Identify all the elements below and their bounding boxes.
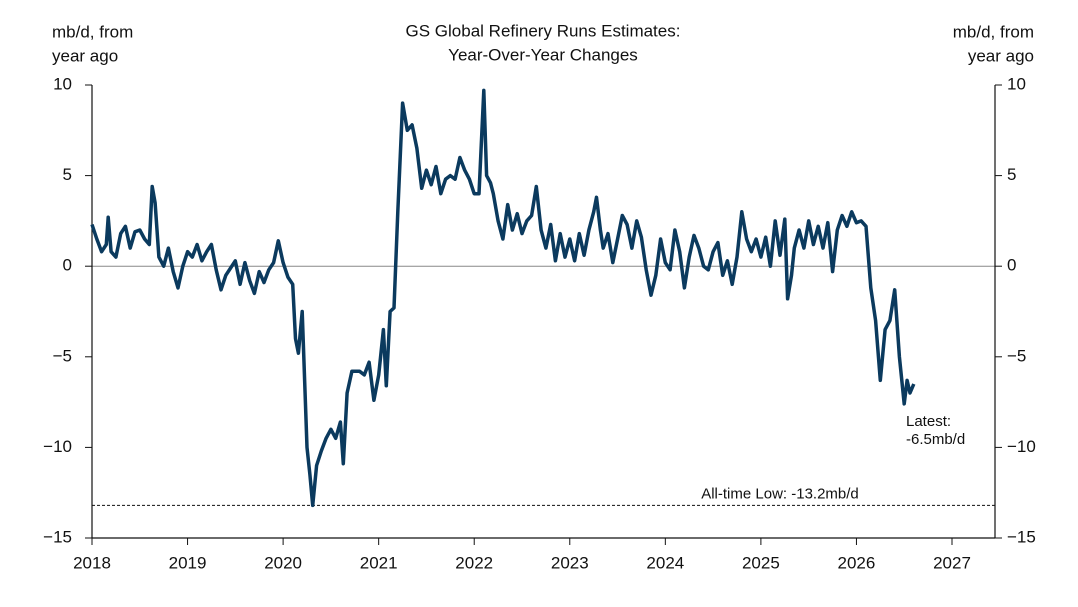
- y2-axis-label: mb/d, from: [953, 22, 1034, 41]
- y-axis-label: year ago: [52, 46, 118, 65]
- x-tick-label: 2022: [455, 553, 493, 572]
- x-tick-label: 2025: [742, 553, 780, 572]
- y2-tick-label: −15: [1007, 527, 1036, 546]
- x-tick-label: 2018: [73, 553, 111, 572]
- chart-title: Year-Over-Year Changes: [448, 45, 638, 64]
- y2-tick-label: 10: [1007, 74, 1026, 93]
- y-tick-label: −5: [53, 346, 72, 365]
- latest-annotation: Latest:: [906, 413, 951, 430]
- y-axis-label: mb/d, from: [52, 22, 133, 41]
- y2-axis-label: year ago: [968, 46, 1034, 65]
- x-tick-label: 2026: [838, 553, 876, 572]
- reference-label: All-time Low: -13.2mb/d: [701, 485, 859, 502]
- y-tick-label: 5: [63, 165, 72, 184]
- y2-tick-label: 5: [1007, 165, 1016, 184]
- y-tick-label: −10: [43, 437, 72, 456]
- x-tick-label: 2023: [551, 553, 589, 572]
- x-tick-label: 2024: [646, 553, 684, 572]
- y-tick-label: −15: [43, 527, 72, 546]
- x-tick-label: 2020: [264, 553, 302, 572]
- latest-annotation: -6.5mb/d: [906, 431, 965, 448]
- y2-tick-label: 0: [1007, 256, 1016, 275]
- data-line: [90, 88, 916, 508]
- x-tick-label: 2027: [933, 553, 971, 572]
- y2-tick-label: −5: [1007, 346, 1026, 365]
- y-tick-label: 10: [53, 74, 72, 93]
- y2-tick-label: −10: [1007, 437, 1036, 456]
- chart-title: GS Global Refinery Runs Estimates:: [406, 21, 681, 40]
- y-tick-label: 0: [63, 256, 72, 275]
- x-tick-label: 2019: [169, 553, 207, 572]
- x-tick-label: 2021: [360, 553, 398, 572]
